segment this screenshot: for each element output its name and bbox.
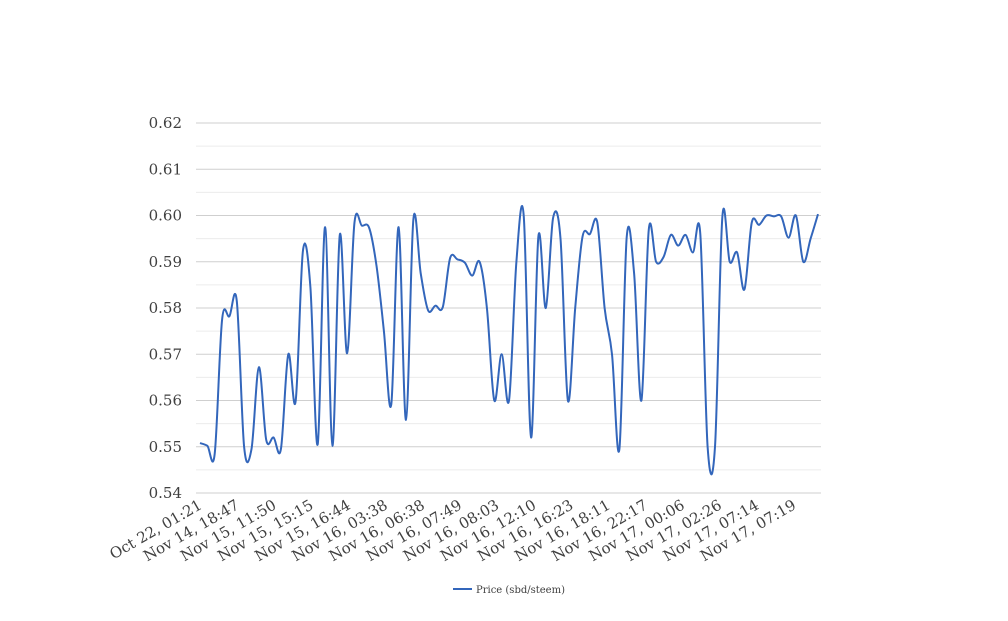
gridlines — [196, 122, 821, 494]
y-tick-label: 0.57 — [149, 345, 182, 363]
y-tick-label: 0.58 — [149, 299, 182, 317]
y-tick-label: 0.55 — [149, 438, 182, 456]
legend[interactable]: Price (sbd/steem) — [453, 585, 565, 596]
y-tick-label: 0.60 — [149, 207, 182, 225]
y-tick-label: 0.61 — [149, 160, 182, 178]
y-axis-tick-labels: 0.54 0.55 0.56 0.57 0.58 0.59 0.60 0.61 0.62 — [149, 114, 182, 502]
y-tick-label: 0.59 — [149, 253, 182, 271]
legend-label-price: Price (sbd/steem) — [476, 585, 565, 596]
series-layer — [199, 205, 819, 476]
y-tick-label: 0.54 — [149, 484, 182, 502]
series-line-price — [199, 205, 819, 476]
y-tick-label: 0.62 — [149, 114, 182, 132]
y-tick-label: 0.56 — [149, 392, 182, 410]
